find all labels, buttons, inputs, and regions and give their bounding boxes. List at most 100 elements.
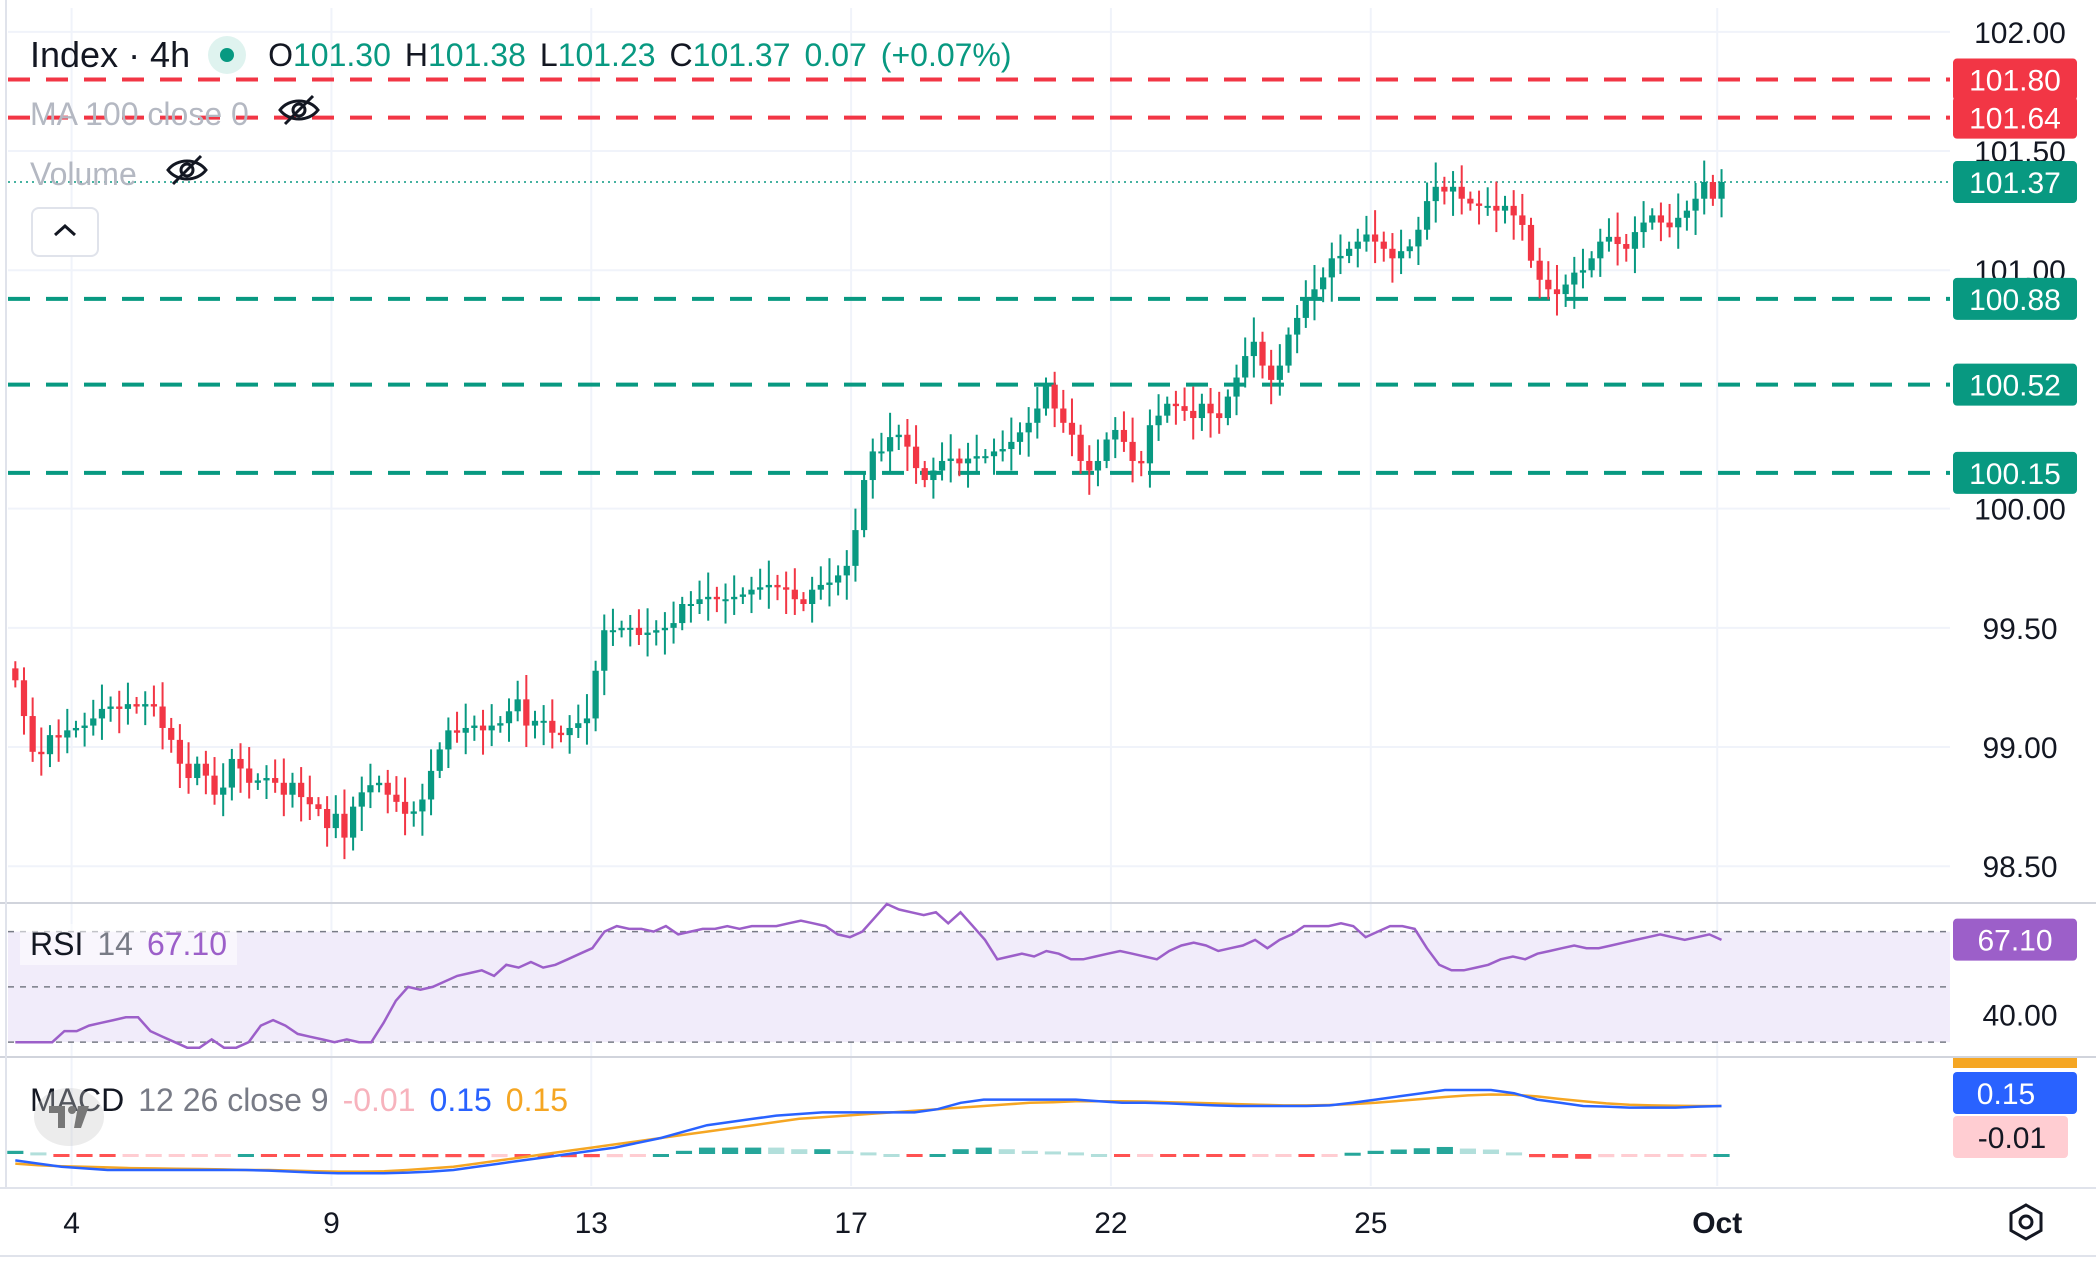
candle-body <box>367 785 374 793</box>
low-value: 101.23 <box>557 36 656 73</box>
macd-histogram-bar <box>468 1154 485 1158</box>
candle-body <box>419 799 426 812</box>
candle-body <box>1657 215 1665 223</box>
candle-body <box>471 725 478 728</box>
macd-histogram-bar <box>1459 1148 1476 1154</box>
resistance-label: 101.80 <box>1969 65 2061 98</box>
candle-body <box>72 727 80 731</box>
candle-body <box>523 699 530 726</box>
candle-body <box>332 813 339 829</box>
candle-body <box>1363 234 1370 242</box>
histogram-value-label-bg <box>1953 1116 2068 1158</box>
candle-body <box>1328 258 1335 278</box>
signal-line-value: 0.15 <box>505 1082 569 1118</box>
candle-body <box>1692 198 1699 211</box>
candle-body <box>280 782 287 795</box>
time-axis[interactable]: 4 9 13 17 22 25 Oct <box>63 1207 1742 1240</box>
macd-histogram-bar <box>1206 1154 1223 1157</box>
price-levels <box>8 77 1950 475</box>
candle-body <box>1086 460 1093 471</box>
macd-histogram-bar <box>906 1154 923 1157</box>
macd-histogram-bar <box>1021 1150 1038 1154</box>
eye-off-icon[interactable] <box>165 154 209 194</box>
logo-watermark <box>34 1088 104 1146</box>
macd-histogram-bar <box>330 1154 347 1157</box>
candle-body <box>843 565 850 576</box>
candle-body <box>272 778 279 783</box>
macd-histogram-bar <box>998 1149 1015 1154</box>
candle-body <box>427 770 435 800</box>
candle-body <box>159 706 166 728</box>
last-price-label: 101.37 <box>1969 167 2061 200</box>
candle-body <box>1432 186 1439 202</box>
price-axis[interactable]: 102.00101.50101.00100.0099.5099.0098.501… <box>1953 17 2077 884</box>
signal-value-label-bg <box>1953 1058 2077 1068</box>
candle-body <box>436 749 443 771</box>
macd-histogram-bar <box>7 1150 24 1154</box>
macd-histogram-bar <box>1252 1154 1269 1157</box>
symbol-title[interactable]: Index · 4h <box>30 34 191 75</box>
macd-histogram-bar <box>1275 1154 1292 1157</box>
ma-legend[interactable]: MA 100 close 0 <box>30 94 321 134</box>
candle-body <box>1571 272 1578 285</box>
candle-body <box>90 718 97 726</box>
rsi-band <box>8 931 1950 1043</box>
macd-histogram-bar <box>1552 1154 1569 1158</box>
macd-line-value: 0.15 <box>429 1082 492 1118</box>
candle-body <box>912 446 920 469</box>
high-label: H <box>404 36 428 73</box>
candle-body <box>246 768 253 783</box>
candle-body <box>1025 422 1032 433</box>
candle-body <box>324 809 331 829</box>
macd-histogram-bar <box>952 1149 969 1154</box>
candle-body <box>228 758 235 788</box>
candle-body <box>479 725 487 731</box>
macd-histogram-bar <box>883 1154 900 1157</box>
candle-body <box>973 456 980 459</box>
candle-body <box>609 630 617 633</box>
macd-histogram-bar <box>1505 1152 1523 1156</box>
settings-icon[interactable] <box>2006 1202 2046 1247</box>
volume-legend[interactable]: Volume <box>30 154 209 194</box>
candle-body <box>1345 248 1353 256</box>
candle-body <box>1155 415 1162 426</box>
support-label-bg <box>1953 451 2077 494</box>
candle-body <box>627 627 634 630</box>
candle-body <box>220 787 227 795</box>
macd-histogram-bar <box>1113 1154 1131 1157</box>
candle-body <box>176 739 184 764</box>
market-status-dot <box>208 36 247 74</box>
candle-body <box>1631 232 1639 249</box>
candle-body <box>488 725 495 731</box>
candle-body <box>1536 260 1543 280</box>
macd-legend[interactable]: MACD 12 26 close 9 -0.01 0.15 0.15 <box>30 1082 568 1119</box>
eye-off-icon[interactable] <box>277 94 321 134</box>
macd-histogram-bar <box>1667 1154 1684 1157</box>
rsi-legend[interactable]: RSI 14 67.10 <box>20 924 238 965</box>
candle-body <box>1129 441 1136 461</box>
candle-body <box>739 594 746 597</box>
resistance-label-bg <box>1953 58 2077 101</box>
candle-body <box>393 794 400 802</box>
candle-body <box>531 720 539 726</box>
candle-body <box>1077 434 1084 461</box>
candle-body <box>401 801 409 814</box>
candle-body <box>696 599 703 604</box>
candle-body <box>1519 215 1526 225</box>
candle-body <box>1190 410 1197 419</box>
macd-histogram-bar <box>1621 1154 1638 1157</box>
support-label: 100.15 <box>1969 458 2061 491</box>
candle-body <box>852 530 859 566</box>
candle-body <box>1597 241 1604 259</box>
collapse-legend-button[interactable] <box>31 207 99 257</box>
candle-body <box>1224 396 1231 419</box>
candle-body <box>1181 406 1188 411</box>
date-tick-label: 13 <box>575 1207 608 1240</box>
support-label-bg <box>1953 277 2077 320</box>
candle-body <box>1354 241 1361 249</box>
candle-body <box>168 727 175 740</box>
macd-histogram-bar <box>491 1154 508 1158</box>
macd-histogram-bar <box>1321 1154 1338 1157</box>
candle-body <box>1527 224 1535 261</box>
